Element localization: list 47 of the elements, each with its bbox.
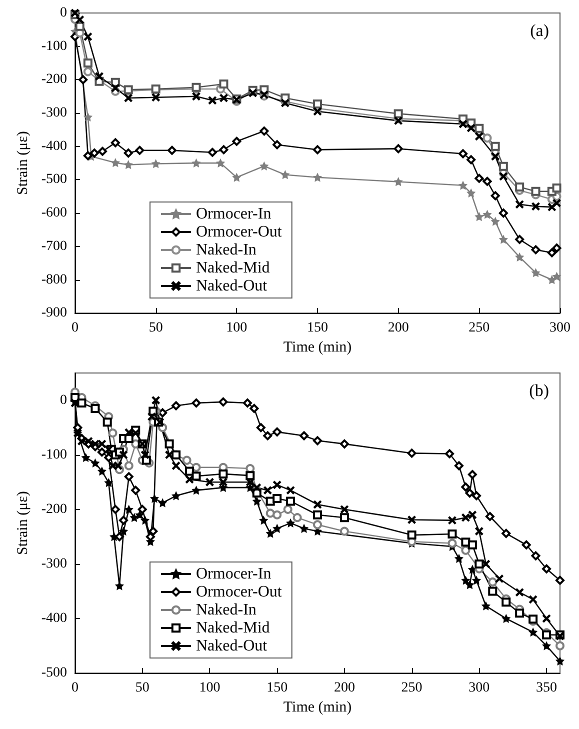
y-tick-label: -900 (41, 306, 67, 321)
y-tick-label: -200 (41, 502, 67, 517)
y-tick-label: 0 (60, 6, 67, 20)
legend-label: Naked-Mid (196, 260, 270, 276)
legend-label: Naked-In (196, 602, 256, 618)
x-tick-label: 350 (536, 680, 558, 696)
x-tick-label: 250 (401, 680, 422, 696)
x-tick-label: 300 (468, 680, 490, 696)
legend-label: Naked-Mid (196, 620, 270, 636)
y-tick-label: -200 (41, 72, 67, 88)
x-tick-label: 0 (72, 320, 78, 336)
y-tick-label: -100 (41, 447, 67, 462)
annotation: (b) (529, 381, 550, 400)
y-tick-label: -500 (41, 172, 67, 188)
y-tick-label: -600 (41, 206, 67, 221)
annotation: (a) (530, 21, 550, 40)
y-tick-label: 0 (60, 392, 67, 408)
x-tick-label: 300 (550, 320, 570, 336)
x-axis-title: Time (min) (283, 340, 352, 356)
x-tick-label: 100 (199, 680, 220, 696)
x-tick-label: 150 (307, 320, 328, 336)
legend-label: Ormocer-Out (196, 584, 282, 600)
legend-label: Naked-Out (196, 278, 268, 294)
y-tick-label: -500 (41, 666, 67, 681)
x-tick-label: 100 (226, 320, 248, 336)
x-tick-label: 50 (135, 680, 150, 696)
x-tick-label: 200 (334, 680, 355, 696)
y-axis-title: Strain (με) (14, 491, 31, 556)
y-tick-label: -400 (41, 611, 67, 626)
y-axis-title: Strain (με) (14, 131, 31, 196)
y-tick-label: -400 (41, 138, 67, 154)
x-tick-label: 150 (266, 680, 288, 696)
legend-label: Ormocer-In (196, 566, 272, 582)
x-tick-label: 250 (468, 320, 490, 336)
x-axis-title: Time (min) (283, 700, 352, 716)
legend-label: Naked-In (196, 242, 256, 258)
y-tick-label: -300 (41, 106, 67, 121)
y-tick-label: -100 (41, 38, 67, 54)
x-tick-label: 200 (388, 320, 409, 336)
y-tick-label: -800 (41, 272, 67, 288)
x-tick-label: 50 (148, 320, 163, 336)
legend-label: Naked-Out (196, 638, 268, 654)
x-tick-label: 0 (72, 680, 78, 696)
y-tick-label: -300 (41, 556, 67, 572)
legend-label: Ormocer-In (196, 206, 272, 222)
legend-label: Ormocer-Out (196, 224, 282, 240)
y-tick-label: -700 (41, 238, 67, 254)
